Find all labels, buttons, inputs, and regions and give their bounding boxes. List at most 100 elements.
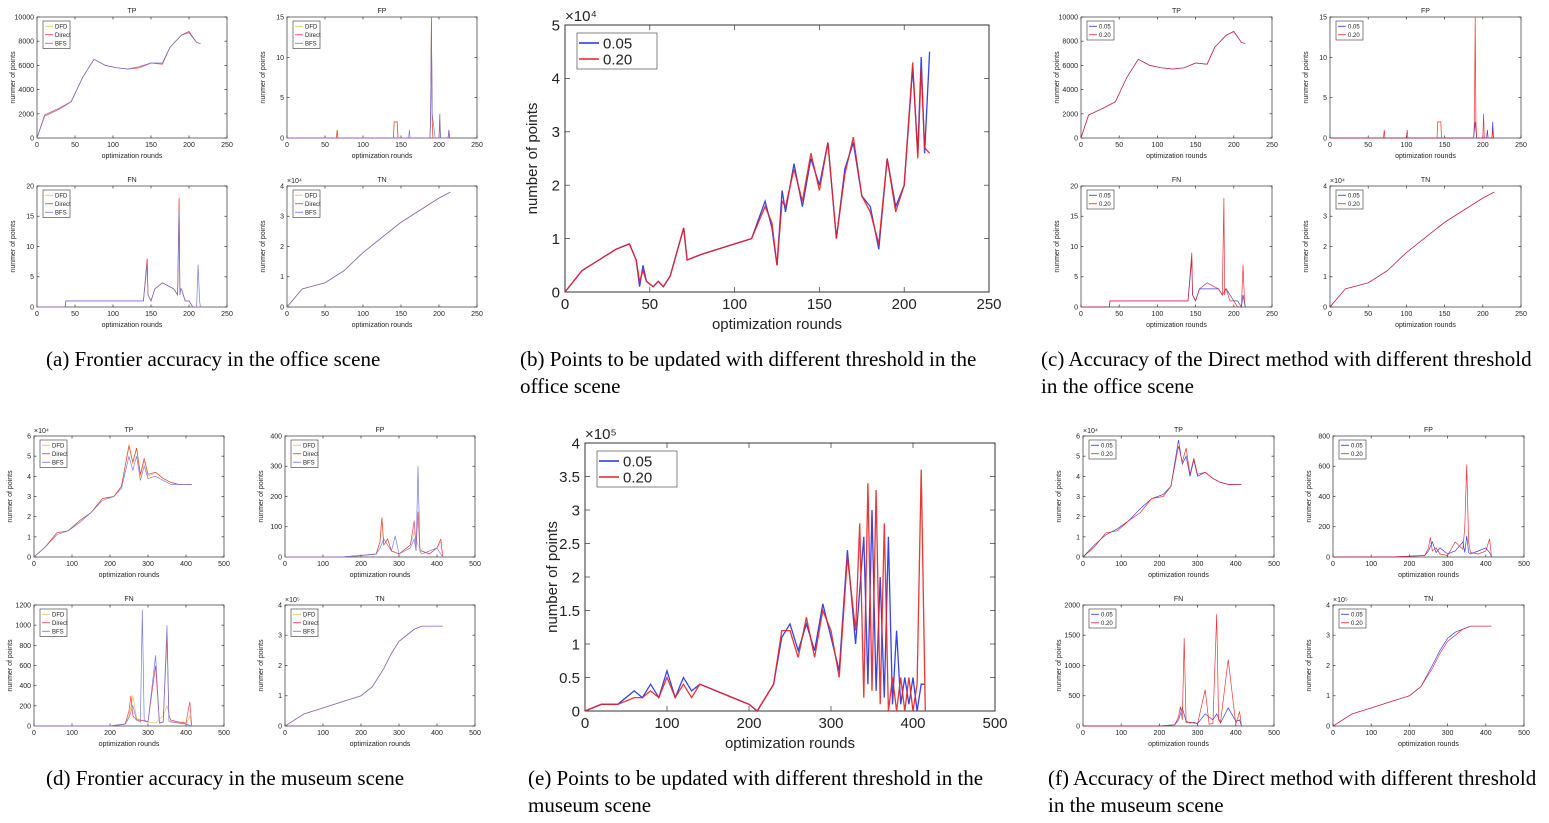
- y-tick-label: 2000: [1064, 602, 1080, 609]
- legend-label-0.20: 0.20: [1099, 33, 1111, 39]
- legend-label-0.20: 0.20: [623, 469, 652, 486]
- legend-label-0.20: 0.20: [603, 51, 632, 68]
- y-tick-label: 0.5: [559, 670, 580, 687]
- x-tick-label: 500: [218, 730, 230, 737]
- legend-label-BFS: BFS: [52, 630, 64, 636]
- x-tick-label: 0: [285, 311, 289, 318]
- y-tick-label: 6: [1076, 433, 1080, 440]
- y-tick-label: 2000: [18, 111, 34, 118]
- x-tick-label: 250: [1515, 142, 1527, 149]
- legend-label-BFS: BFS: [305, 42, 317, 48]
- y-tick-label: 4: [280, 183, 284, 190]
- series-line-BFS: [36, 32, 201, 139]
- x-tick-label: 200: [1404, 561, 1416, 568]
- y-tick-label: 0: [280, 135, 284, 142]
- y-tick-label: 1: [280, 274, 284, 281]
- y-exponent: ×10⁴: [1083, 428, 1098, 435]
- y-tick-label: 2000: [1062, 111, 1078, 118]
- x-tick-label: 100: [357, 142, 369, 149]
- y-axis-label: nunmer of points: [1056, 470, 1063, 523]
- series-line-0.20: [1329, 191, 1495, 308]
- legend-label-0.20: 0.20: [1348, 33, 1360, 39]
- y-tick-label: 200: [19, 703, 31, 710]
- legend-label-DFD: DFD: [305, 25, 318, 31]
- x-tick-label: 0: [1081, 730, 1085, 737]
- y-tick-label: 10: [276, 55, 284, 62]
- y-tick-label: 3: [1076, 494, 1080, 501]
- legend-box: [292, 189, 321, 218]
- y-tick-label: 2: [1323, 244, 1327, 251]
- chart-d-FN: 0 100 200 300 400 500 0 200 400 600 800 1000 1200 FN o…: [7, 596, 230, 748]
- legend-label-0.05: 0.05: [1348, 194, 1360, 200]
- y-tick-label: 600: [1318, 464, 1330, 471]
- series-line-0.20: [564, 62, 931, 293]
- series-line-0.20: [1083, 614, 1242, 727]
- chart-title: TN: [375, 596, 384, 603]
- y-axis-label: nunmer of points: [1303, 220, 1310, 273]
- chart-f-FN: 0 100 200 300 400 500 0 500 1000 1500 2000 FN optimi…: [1056, 596, 1280, 748]
- x-tick-label: 200: [355, 561, 367, 568]
- legend-label-DFD: DFD: [303, 613, 316, 619]
- x-axis-label: optimization rounds: [99, 572, 160, 579]
- x-tick-label: 150: [145, 142, 157, 149]
- y-tick-label: 3.5: [559, 469, 580, 486]
- x-tick-label: 200: [183, 142, 195, 149]
- x-tick-label: 250: [976, 296, 1001, 313]
- legend-label-0.05: 0.05: [1101, 613, 1113, 619]
- x-tick-label: 150: [395, 142, 407, 149]
- legend-label-BFS: BFS: [52, 461, 64, 467]
- legend-label-DFD: DFD: [303, 444, 316, 450]
- x-tick-label: 200: [1228, 311, 1240, 318]
- chart-title: FN: [124, 596, 133, 603]
- x-tick-label: 0: [1331, 561, 1335, 568]
- series-line-BFS: [33, 456, 192, 558]
- chart-title: TP: [125, 427, 134, 434]
- x-tick-label: 500: [1518, 730, 1530, 737]
- legend-label-DFD: DFD: [305, 194, 318, 200]
- x-tick-label: 200: [104, 730, 116, 737]
- y-tick-label: 10000: [1059, 14, 1079, 21]
- series-line-BFS: [287, 25, 451, 139]
- x-tick-label: 150: [1439, 142, 1451, 149]
- x-tick-label: 250: [1515, 311, 1527, 318]
- y-tick-label: 0: [552, 284, 560, 301]
- series-line-0.20: [1333, 464, 1492, 558]
- legend-label-Direct: Direct: [55, 202, 71, 208]
- y-axis-label: nunmer of points: [260, 51, 267, 104]
- chart-a-FP: 0 50 100 150 200 250 0 5 10 15 FP optimization roun…: [260, 8, 483, 160]
- x-tick-label: 0: [283, 561, 287, 568]
- x-tick-label: 0: [35, 142, 39, 149]
- legend-box: [1086, 189, 1115, 210]
- y-tick-label: 0: [1076, 554, 1080, 561]
- y-tick-label: 2: [280, 244, 284, 251]
- y-tick-label: 0: [1074, 304, 1078, 311]
- y-tick-label: 300: [270, 464, 282, 471]
- y-tick-label: 4: [1323, 183, 1327, 190]
- legend-label-Direct: Direct: [305, 202, 321, 208]
- y-axis-label: nunmer of points: [260, 220, 267, 273]
- y-axis-label: nunmer of points: [10, 220, 17, 273]
- y-tick-label: 10: [1070, 244, 1078, 251]
- x-tick-label: 100: [1152, 311, 1164, 318]
- y-tick-label: 8000: [1062, 39, 1078, 46]
- x-tick-label: 100: [1401, 142, 1413, 149]
- x-tick-label: 200: [104, 561, 116, 568]
- x-tick-label: 100: [317, 730, 329, 737]
- y-axis-label: nunmer of points: [1306, 639, 1313, 692]
- x-axis-label: optimization rounds: [725, 735, 855, 752]
- chart-c-TP: 0 50 100 150 200 250 0 2000 4000 6000 8000 10000 TP o…: [1054, 8, 1278, 160]
- chart-title: FN: [1172, 177, 1181, 184]
- y-tick-label: 5: [30, 274, 34, 281]
- y-tick-label: 5: [27, 454, 31, 461]
- legend-label-Direct: Direct: [303, 452, 319, 458]
- y-tick-label: 2: [278, 663, 282, 670]
- x-tick-label: 0: [283, 730, 287, 737]
- x-tick-label: 0: [581, 715, 589, 732]
- chart-d-TP: 0 100 200 300 400 500 0 1 2 3 4 5 6×10⁴ TP optimizatio…: [7, 427, 230, 579]
- y-axis-label: nunmer of points: [258, 639, 265, 692]
- y-tick-label: 4: [27, 474, 31, 481]
- y-tick-label: 200: [270, 494, 282, 501]
- x-tick-label: 400: [1480, 730, 1492, 737]
- x-tick-label: 500: [1518, 561, 1530, 568]
- x-tick-label: 250: [1266, 142, 1278, 149]
